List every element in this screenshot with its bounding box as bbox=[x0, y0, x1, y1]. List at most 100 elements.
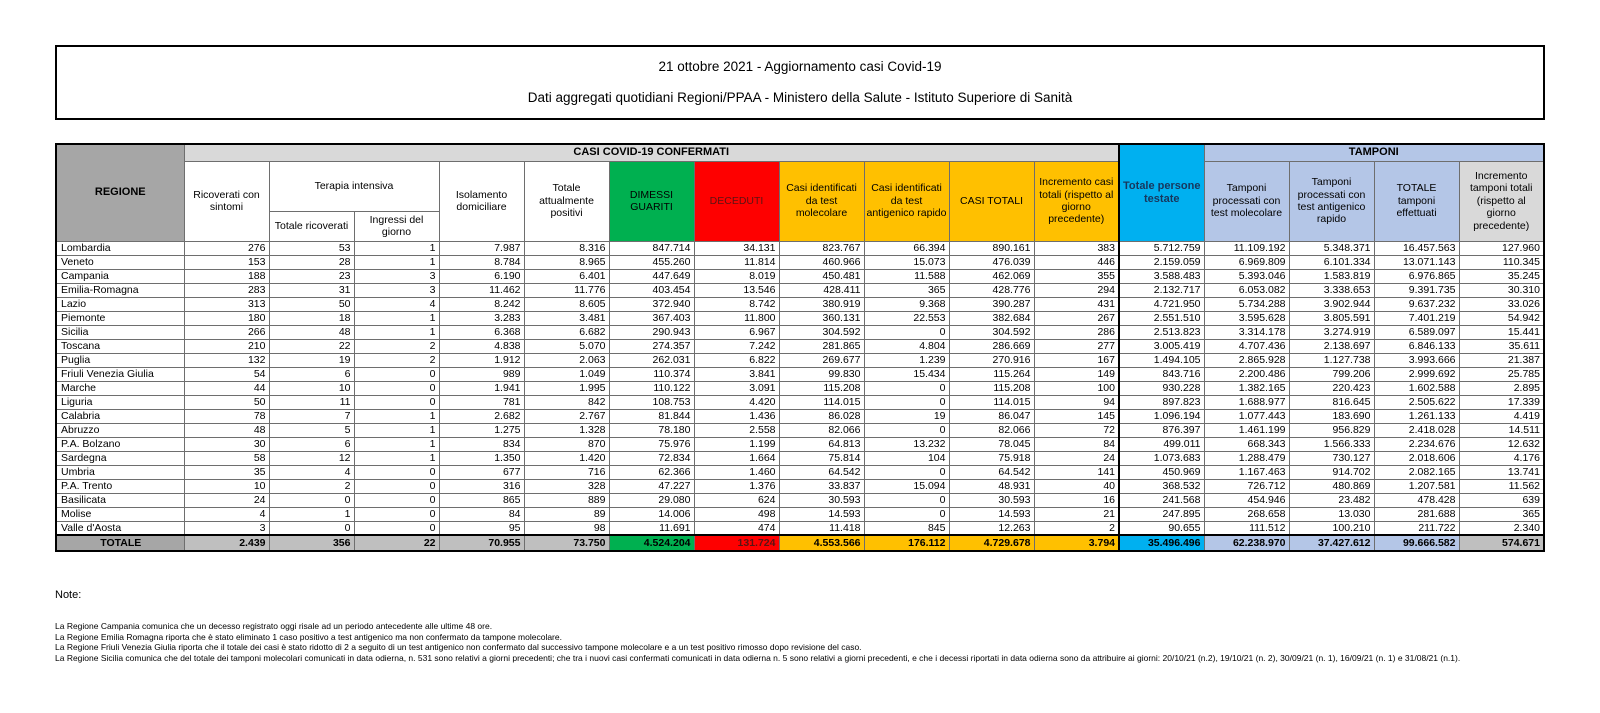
data-cell: 446 bbox=[1033, 254, 1120, 270]
data-cell: 355 bbox=[1033, 268, 1120, 284]
data-cell: 5.070 bbox=[523, 338, 610, 354]
data-cell: 30.593 bbox=[778, 492, 865, 508]
data-cell: 16 bbox=[1033, 492, 1120, 508]
data-cell: 40 bbox=[1033, 478, 1120, 494]
data-cell: 1.941 bbox=[438, 380, 525, 396]
total-cell: 4.524.204 bbox=[608, 534, 695, 552]
header-isolamento-domiciliare: Isolamento domiciliare bbox=[438, 160, 525, 242]
data-cell: 211.722 bbox=[1373, 520, 1460, 536]
data-cell: 1.912 bbox=[438, 352, 525, 368]
total-cell: 99.666.582 bbox=[1373, 534, 1460, 552]
data-cell: 110.345 bbox=[1458, 254, 1545, 270]
data-cell: 50 bbox=[183, 394, 270, 410]
data-cell: 11.588 bbox=[863, 268, 950, 284]
data-cell: 6.101.334 bbox=[1288, 254, 1375, 270]
data-cell: 890.161 bbox=[948, 240, 1035, 256]
data-cell: 1 bbox=[353, 450, 440, 466]
data-cell: 30.593 bbox=[948, 492, 1035, 508]
data-cell: 30 bbox=[183, 436, 270, 452]
data-cell: 2.018.606 bbox=[1373, 450, 1460, 466]
region-cell: Lazio bbox=[55, 296, 185, 312]
data-cell: 454.946 bbox=[1203, 492, 1290, 508]
data-cell: 0 bbox=[863, 422, 950, 438]
total-cell: 62.238.970 bbox=[1203, 534, 1290, 552]
data-cell: 274.357 bbox=[608, 338, 695, 354]
data-cell: 1.664 bbox=[693, 450, 780, 466]
data-cell: 1 bbox=[353, 240, 440, 256]
data-cell: 365 bbox=[863, 282, 950, 298]
data-cell: 7.401.219 bbox=[1373, 310, 1460, 326]
data-cell: 98 bbox=[523, 520, 610, 536]
data-cell: 294 bbox=[1033, 282, 1120, 298]
region-cell: Basilicata bbox=[55, 492, 185, 508]
data-cell: 183.690 bbox=[1288, 408, 1375, 424]
data-cell: 268.658 bbox=[1203, 506, 1290, 522]
data-cell: 72 bbox=[1033, 422, 1120, 438]
data-cell: 2.513.823 bbox=[1118, 324, 1205, 340]
data-cell: 2.865.928 bbox=[1203, 352, 1290, 368]
data-cell: 365 bbox=[1458, 506, 1545, 522]
data-cell: 11.418 bbox=[778, 520, 865, 536]
data-cell: 22 bbox=[268, 338, 355, 354]
data-cell: 845 bbox=[863, 520, 950, 536]
data-cell: 3.283 bbox=[438, 310, 525, 326]
total-cell: 356 bbox=[268, 534, 355, 552]
data-cell: 145 bbox=[1033, 408, 1120, 424]
notes-heading: Note: bbox=[55, 589, 82, 601]
data-cell: 167 bbox=[1033, 352, 1120, 368]
total-cell: 574.671 bbox=[1458, 534, 1545, 552]
data-cell: 115.208 bbox=[778, 380, 865, 396]
region-cell: Campania bbox=[55, 268, 185, 284]
data-cell: 956.829 bbox=[1288, 422, 1375, 438]
data-cell: 5.348.371 bbox=[1288, 240, 1375, 256]
data-cell: 6.401 bbox=[523, 268, 610, 284]
data-cell: 3.993.666 bbox=[1373, 352, 1460, 368]
data-cell: 716 bbox=[523, 464, 610, 480]
data-cell: 48.931 bbox=[948, 478, 1035, 494]
data-cell: 380.919 bbox=[778, 296, 865, 312]
data-cell: 0 bbox=[353, 380, 440, 396]
data-cell: 54 bbox=[183, 366, 270, 382]
region-cell: Toscana bbox=[55, 338, 185, 354]
data-cell: 1.049 bbox=[523, 366, 610, 382]
data-cell: 16.457.563 bbox=[1373, 240, 1460, 256]
data-cell: 4.838 bbox=[438, 338, 525, 354]
table-row: Umbria 35 4 0 677 716 62.366 1.460 64.542 0 64.542… bbox=[55, 464, 1545, 480]
data-cell: 111.512 bbox=[1203, 520, 1290, 536]
data-cell: 0 bbox=[863, 492, 950, 508]
data-cell: 4 bbox=[268, 464, 355, 480]
data-cell: 153 bbox=[183, 254, 270, 270]
data-cell: 304.592 bbox=[948, 324, 1035, 340]
data-cell: 247.895 bbox=[1118, 506, 1205, 522]
data-cell: 328 bbox=[523, 478, 610, 494]
data-cell: 0 bbox=[268, 520, 355, 536]
data-cell: 210 bbox=[183, 338, 270, 354]
region-cell: P.A. Bolzano bbox=[55, 436, 185, 452]
data-cell: 50 bbox=[268, 296, 355, 312]
data-cell: 2.551.510 bbox=[1118, 310, 1205, 326]
data-cell: 18 bbox=[268, 310, 355, 326]
table-row: Valle d'Aosta 3 0 0 95 98 11.691 474 11.418 845 12… bbox=[55, 520, 1545, 536]
header-incremento-casi: Incremento casi totali (rispetto al gior… bbox=[1033, 160, 1120, 242]
data-cell: 11.109.192 bbox=[1203, 240, 1290, 256]
data-cell: 2 bbox=[353, 352, 440, 368]
table-row: Sardegna 58 12 1 1.350 1.420 72.834 1.664 75.814… bbox=[55, 450, 1545, 466]
data-cell: 367.403 bbox=[608, 310, 695, 326]
table-row: Marche 44 10 0 1.941 1.995 110.122 3.091 115.208… bbox=[55, 380, 1545, 396]
report-title: 21 ottobre 2021 - Aggiornamento casi Cov… bbox=[658, 59, 942, 74]
data-cell: 799.206 bbox=[1288, 366, 1375, 382]
data-cell: 30.310 bbox=[1458, 282, 1545, 298]
note-line-campania: La Regione Campania comunica che un dece… bbox=[55, 621, 493, 631]
data-cell: 2.505.622 bbox=[1373, 394, 1460, 410]
data-cell: 5.734.288 bbox=[1203, 296, 1290, 312]
data-cell: 5.393.046 bbox=[1203, 268, 1290, 284]
data-cell: 1.275 bbox=[438, 422, 525, 438]
data-cell: 2.082.165 bbox=[1373, 464, 1460, 480]
data-cell: 1.127.738 bbox=[1288, 352, 1375, 368]
note-line-sicilia: La Regione Sicilia comunica che del tota… bbox=[55, 652, 1461, 663]
data-cell: 6.589.097 bbox=[1373, 324, 1460, 340]
data-cell: 11 bbox=[268, 394, 355, 410]
header-ingressi-del-giorno: Ingressi del giorno bbox=[353, 210, 440, 242]
data-cell: 2.418.028 bbox=[1373, 422, 1460, 438]
data-cell: 2.159.059 bbox=[1118, 254, 1205, 270]
